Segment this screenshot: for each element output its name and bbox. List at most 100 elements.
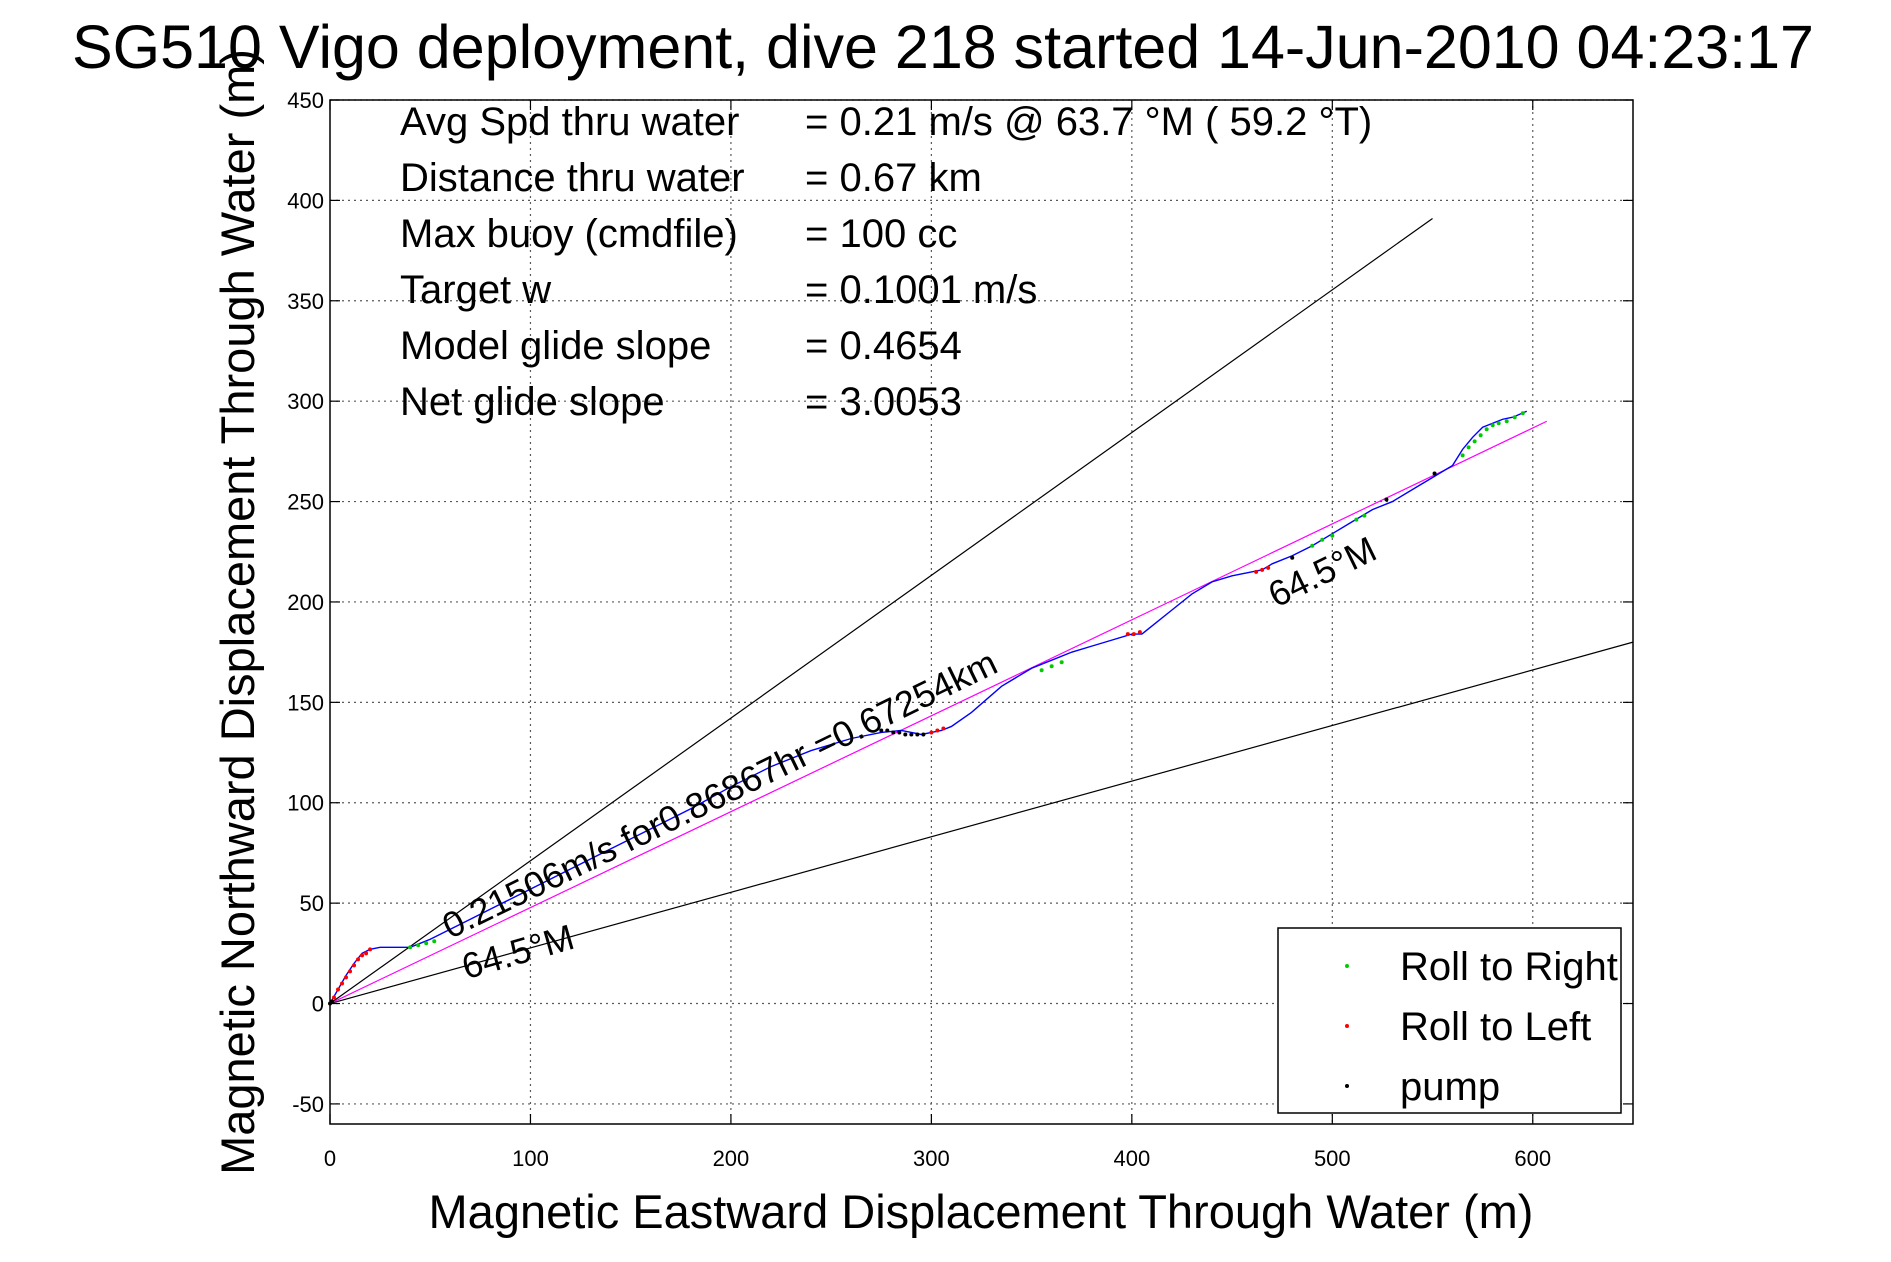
plot-border <box>329 99 1634 1125</box>
legend-label: Roll to Left <box>1400 1005 1591 1049</box>
roll-to-right-point <box>1320 537 1325 542</box>
roll-to-right-point <box>1490 423 1495 428</box>
stat-label: Distance thru water <box>400 156 745 200</box>
roll-to-left-point <box>356 957 361 962</box>
legend-items: Roll to Right Roll to Left pump <box>1345 945 1618 1109</box>
chart-title: SG510 Vigo deployment, dive 218 started … <box>72 13 1814 81</box>
pump-point <box>1384 497 1389 502</box>
roll-to-right-point <box>1504 419 1509 424</box>
stat-value: = 0.21 m/s @ 63.7 °M ( 59.2 °T) <box>805 100 1372 144</box>
pump-point <box>885 728 890 733</box>
roll-to-right-point <box>1039 668 1044 673</box>
pump-point <box>915 732 920 737</box>
roll-to-right-point <box>1496 421 1501 426</box>
stat-value: = 0.1001 m/s <box>805 268 1037 312</box>
roll-to-left-point <box>1125 632 1130 637</box>
series-points <box>328 411 1525 1006</box>
y-tick-label: 100 <box>287 791 324 816</box>
pump-point <box>330 999 335 1004</box>
y-tick-label: 200 <box>287 590 324 615</box>
roll-to-right-point <box>432 939 437 944</box>
pump-point <box>1290 555 1295 560</box>
roll-to-left-point <box>935 728 940 733</box>
roll-to-right-point <box>416 943 421 948</box>
roll-to-left-point <box>340 981 345 986</box>
roll-to-right-point <box>1484 427 1489 432</box>
stat-value: = 100 cc <box>805 212 957 256</box>
pump-point <box>897 730 902 735</box>
roll-to-left-point <box>929 730 934 735</box>
stat-label: Avg Spd thru water <box>400 100 739 144</box>
x-tick-label: 300 <box>913 1146 950 1171</box>
stat-label: Model glide slope <box>400 324 711 368</box>
roll-to-left-point <box>344 975 349 980</box>
roll-to-left-point <box>352 963 357 968</box>
roll-to-left-point <box>360 953 365 958</box>
roll-to-left-point <box>941 726 946 731</box>
roll-to-left-point <box>1254 569 1259 574</box>
stats-block: Avg Spd thru water = 0.21 m/s @ 63.7 °M (… <box>400 100 1372 424</box>
roll-to-right-point <box>1472 439 1477 444</box>
track-line <box>329 410 1528 1004</box>
y-axis-ticks: -50 0 50 100 150 200 250 300 350 400 450 <box>287 88 1633 1117</box>
x-axis-label: Magnetic Eastward Displacement Through W… <box>429 1185 1534 1238</box>
legend-marker <box>1345 1084 1349 1088</box>
roll-to-left-point <box>336 987 341 992</box>
reference-line <box>329 420 1548 1005</box>
y-tick-label: 250 <box>287 490 324 515</box>
pump-point <box>921 732 926 737</box>
legend: Roll to Right Roll to Left pump <box>1277 927 1622 1114</box>
roll-to-left-point <box>1260 567 1265 572</box>
stat-value: = 0.4654 <box>805 324 962 368</box>
pump-point <box>903 732 908 737</box>
x-tick-label: 400 <box>1113 1146 1150 1171</box>
stat-value: = 0.67 km <box>805 156 982 200</box>
roll-to-right-point <box>1466 445 1471 450</box>
roll-to-right-point <box>1512 415 1517 420</box>
x-tick-label: 600 <box>1514 1146 1551 1171</box>
legend-box <box>1277 927 1622 1114</box>
roll-to-right-point <box>1330 533 1335 538</box>
roll-to-left-point <box>332 995 337 1000</box>
stat-label: Target w <box>400 268 551 312</box>
reference-line <box>329 217 1433 1005</box>
legend-label: pump <box>1400 1065 1500 1109</box>
roll-to-left-point <box>1137 630 1142 635</box>
y-tick-label: 150 <box>287 690 324 715</box>
x-axis-ticks: 0 100 200 300 400 500 600 <box>324 100 1551 1171</box>
roll-to-right-point <box>424 941 429 946</box>
roll-to-right-point <box>1059 660 1064 665</box>
y-tick-label: 450 <box>287 88 324 113</box>
y-tick-label: 400 <box>287 188 324 213</box>
roll-to-left-point <box>1266 565 1271 570</box>
y-tick-label: -50 <box>292 1092 324 1117</box>
track <box>329 410 1528 1004</box>
pump-point <box>1432 471 1437 476</box>
roll-to-right-point <box>1310 543 1315 548</box>
x-tick-label: 0 <box>324 1146 336 1171</box>
y-axis-label: Magnetic Northward Displacement Through … <box>211 49 264 1175</box>
roll-to-right-point <box>1354 517 1359 522</box>
roll-to-right-point <box>1478 433 1483 438</box>
reference-lines <box>329 217 1634 1005</box>
legend-marker <box>1345 964 1349 968</box>
roll-to-right-point <box>408 945 413 950</box>
roll-to-right-point <box>1362 513 1367 518</box>
roll-to-right-point <box>1520 411 1525 416</box>
x-tick-label: 500 <box>1314 1146 1351 1171</box>
y-tick-label: 0 <box>312 992 324 1017</box>
y-tick-label: 50 <box>300 891 324 916</box>
y-tick-label: 300 <box>287 389 324 414</box>
x-tick-label: 100 <box>512 1146 549 1171</box>
pump-point <box>879 728 884 733</box>
legend-label: Roll to Right <box>1400 945 1618 989</box>
legend-marker <box>1345 1024 1349 1028</box>
roll-to-right-point <box>1460 453 1465 458</box>
reference-line <box>329 641 1634 1005</box>
roll-to-left-point <box>1131 632 1136 637</box>
roll-to-left-point <box>368 947 373 952</box>
stat-value: = 3.0053 <box>805 380 962 424</box>
roll-to-left-point <box>348 969 353 974</box>
stat-label: Max buoy (cmdfile) <box>400 212 738 256</box>
